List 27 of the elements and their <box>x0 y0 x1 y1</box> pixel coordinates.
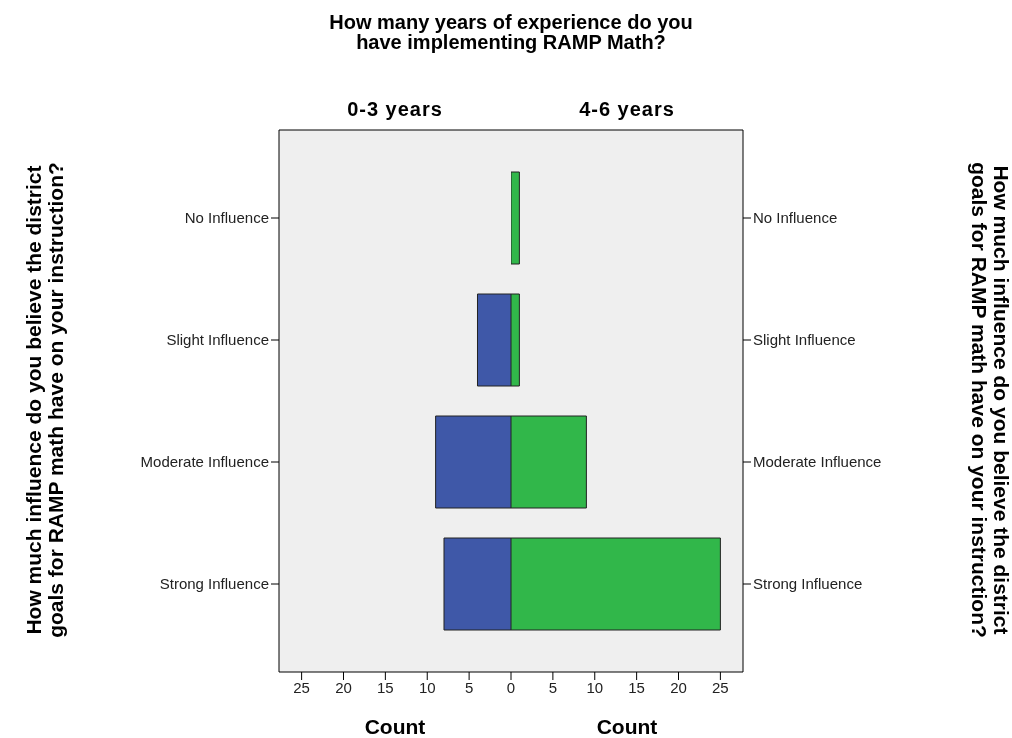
x-tick-label: 5 <box>464 678 474 696</box>
y-axis-title: How much influence do you believe the district goals for RAMP math have on your instruction? <box>21 161 68 640</box>
x-tick-label: 15 <box>377 678 394 696</box>
x-axis-title: Count <box>596 715 658 738</box>
x-tick-label: 5 <box>548 678 558 696</box>
bar <box>511 171 520 265</box>
chart-title: How many years of experience do you have implementing RAMP Math? <box>328 11 694 53</box>
x-tick-label: 15 <box>628 678 645 696</box>
x-tick-label: 0 <box>506 678 516 696</box>
chart-subtitle: 0-3 years <box>346 98 444 121</box>
x-tick-label: 10 <box>418 678 436 696</box>
x-tick-label: 25 <box>712 678 729 696</box>
x-axis-title: Count <box>364 715 426 738</box>
x-tick-label: 10 <box>586 678 604 696</box>
x-tick-label: 25 <box>293 678 310 696</box>
y-tick-label: Strong Influence <box>159 575 269 593</box>
x-tick-label: 20 <box>335 678 352 696</box>
y-tick-label: Slight Influence <box>166 331 269 349</box>
y-axis-title: How much influence do you believe the district goals for RAMP math have on your instruction? <box>967 161 1012 640</box>
y-tick-label: Moderate Influence <box>140 453 269 471</box>
y-tick-label: Slight Influence <box>753 331 856 349</box>
y-tick-label: Moderate Influence <box>753 453 882 471</box>
y-tick-label: Strong Influence <box>753 575 863 593</box>
chart-subtitle: 4-6 years <box>578 98 676 121</box>
y-tick-label: No Influence <box>753 209 838 227</box>
x-tick-label: 20 <box>670 678 687 696</box>
y-tick-label: No Influence <box>184 209 269 227</box>
